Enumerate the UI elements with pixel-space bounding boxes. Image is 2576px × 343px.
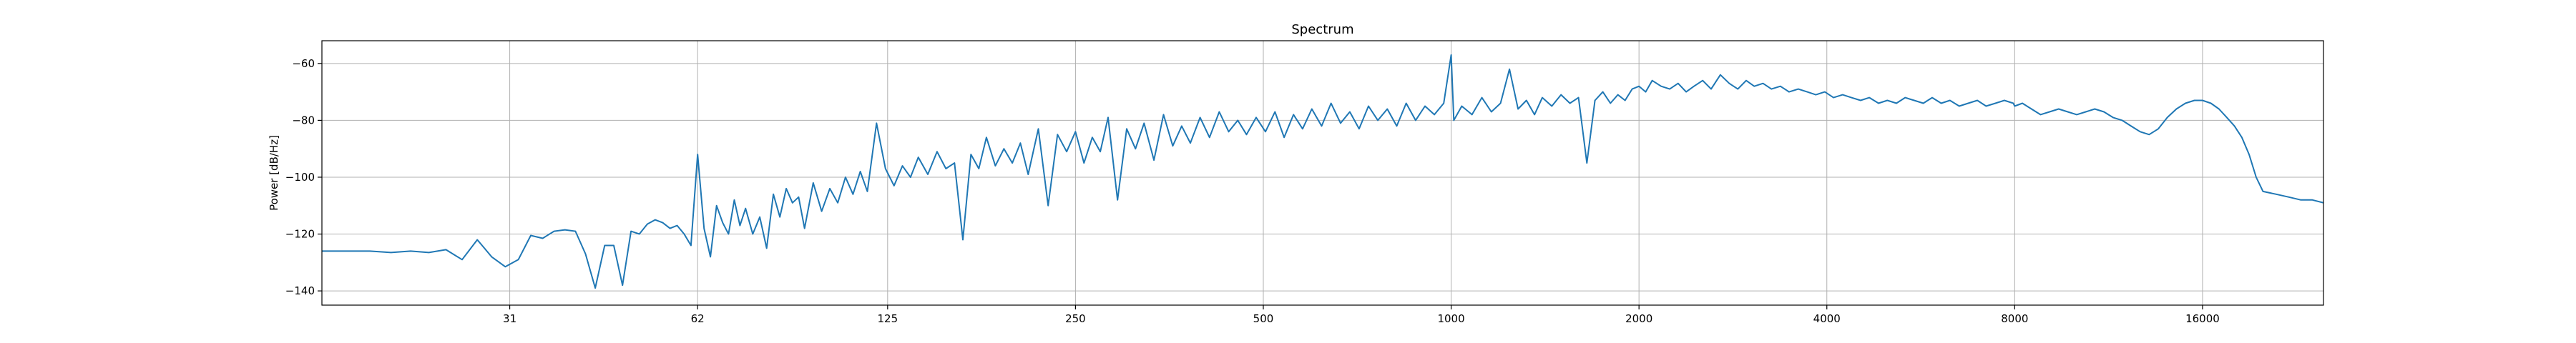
x-tick-label: 62	[691, 312, 705, 325]
x-tick-label: 16000	[2185, 312, 2220, 325]
x-tick-label: 1000	[1437, 312, 1464, 325]
x-tick-label: 250	[1065, 312, 1086, 325]
chart-title: Spectrum	[1291, 22, 1353, 37]
x-tick-label: 4000	[1813, 312, 1841, 325]
axes-frame	[321, 40, 2324, 306]
x-tick-label: 500	[1253, 312, 1274, 325]
spectrum-line	[322, 54, 2323, 289]
ticks: 31 62 125 250 500 1000 2000 4000 8000 16000 −60 −80…	[285, 57, 2220, 325]
grid	[322, 41, 2323, 305]
y-axis-label: Power [dB/Hz]	[268, 135, 280, 211]
y-tick-label: −140	[285, 284, 315, 297]
x-tick-label: 8000	[2001, 312, 2028, 325]
x-tick-label: 125	[877, 312, 898, 325]
y-tick-label: −120	[285, 228, 315, 241]
y-tick-label: −60	[292, 57, 315, 70]
y-tick-label: −80	[292, 114, 315, 126]
y-tick-label: −100	[285, 171, 315, 184]
plot-area	[322, 54, 2323, 289]
x-tick-label: 2000	[1625, 312, 1652, 325]
x-tick-label: 31	[503, 312, 516, 325]
